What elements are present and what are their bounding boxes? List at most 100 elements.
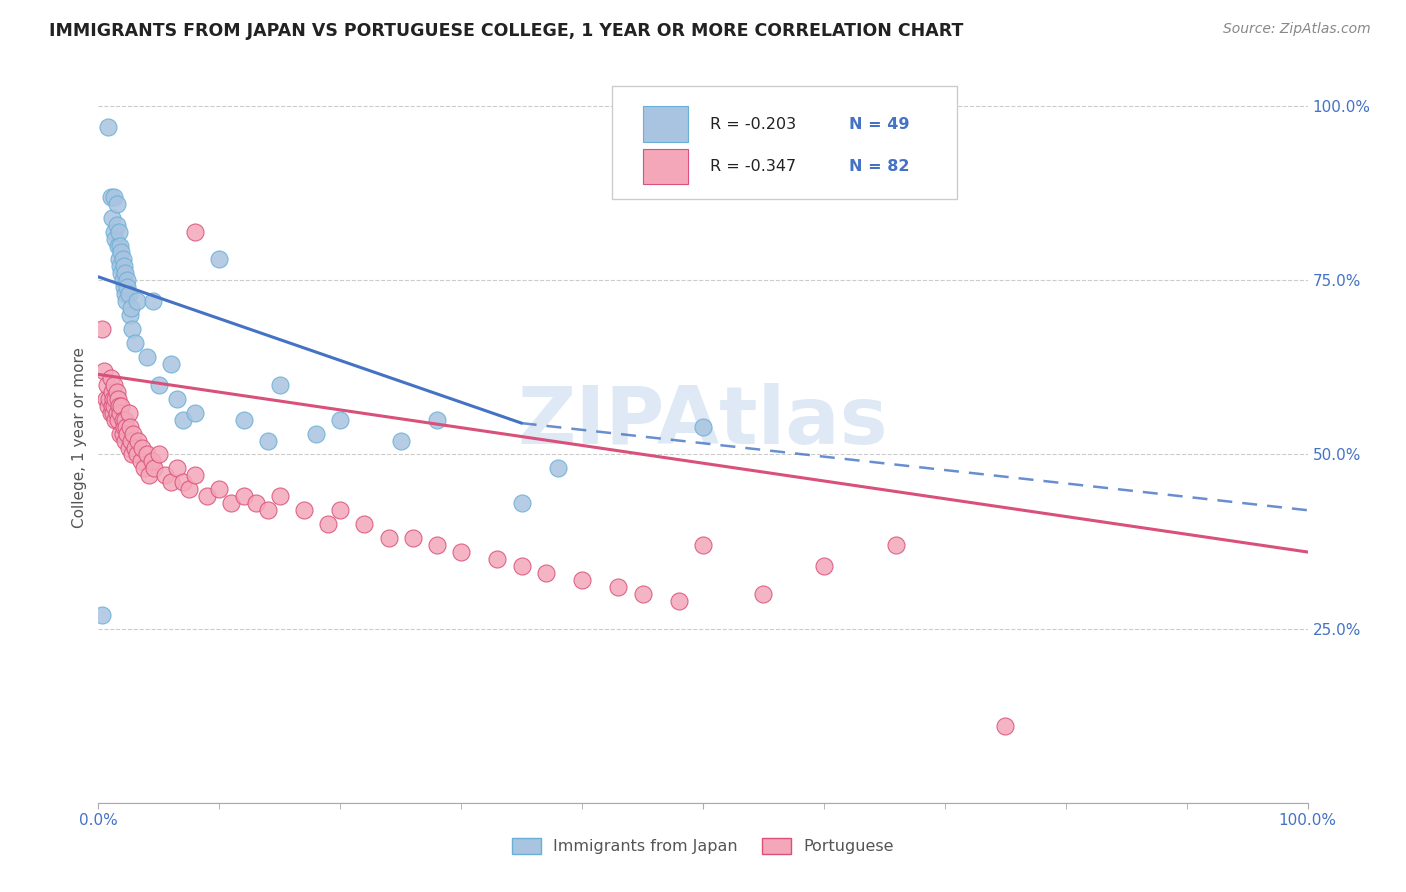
Point [111,412,134,426]
Point [184,468,207,483]
Point [111,252,134,267]
Point [117,273,139,287]
Point [108,426,131,441]
Point [107,238,129,252]
Point [103,225,125,239]
FancyBboxPatch shape [613,86,957,200]
Point [120,434,142,448]
Point [101,406,124,420]
Point [153,468,176,483]
Point [115,294,138,309]
Point [148,377,170,392]
Point [96,377,118,392]
Point [91,322,114,336]
Point [103,377,125,392]
Point [813,558,835,573]
Text: Source: ZipAtlas.com: Source: ZipAtlas.com [1223,22,1371,37]
Point [184,406,207,420]
Point [108,225,131,239]
Point [510,558,533,573]
Point [692,419,714,434]
Point [108,252,131,267]
Point [114,434,136,448]
Point [292,503,315,517]
Point [112,260,135,274]
Point [135,350,157,364]
Text: IMMIGRANTS FROM JAPAN VS PORTUGUESE COLLEGE, 1 YEAR OR MORE CORRELATION CHART: IMMIGRANTS FROM JAPAN VS PORTUGUESE COLL… [49,22,963,40]
Point [426,412,449,426]
Point [668,594,690,608]
Point [120,301,142,316]
Point [426,538,449,552]
Point [124,336,146,351]
Point [100,384,122,399]
Point [108,399,131,413]
Point [111,273,134,287]
Point [329,412,352,426]
Point [127,434,149,448]
Point [118,308,141,322]
Point [108,238,131,252]
Point [134,461,156,475]
Point [148,448,170,462]
Text: R = -0.347: R = -0.347 [710,159,796,174]
Point [110,399,132,413]
Point [305,426,328,441]
Point [402,531,425,545]
Point [105,218,128,232]
FancyBboxPatch shape [643,149,689,184]
Point [118,419,141,434]
Point [100,399,122,413]
Legend: Immigrants from Japan, Portuguese: Immigrants from Japan, Portuguese [506,831,900,861]
Point [329,503,352,517]
Point [245,496,267,510]
Point [111,426,134,441]
Point [353,517,375,532]
Point [94,392,117,406]
Point [141,454,163,468]
Point [108,260,131,274]
FancyBboxPatch shape [643,106,689,142]
Point [118,441,141,455]
Point [221,496,243,510]
Point [110,245,132,260]
Point [389,434,412,448]
Point [166,392,188,406]
Point [121,448,143,462]
Point [114,287,136,301]
Point [112,280,135,294]
Point [752,587,775,601]
Point [256,434,278,448]
Point [127,448,149,462]
Text: R = -0.203: R = -0.203 [710,117,796,131]
Point [486,552,509,566]
Point [607,580,630,594]
Point [692,538,714,552]
Point [129,454,152,468]
Point [631,587,654,601]
Point [98,392,121,406]
Point [124,441,146,455]
Point [105,384,128,399]
Point [195,489,218,503]
Point [256,503,278,517]
Point [103,399,125,413]
Point [994,719,1017,733]
Point [101,392,124,406]
Y-axis label: College, 1 year or more: College, 1 year or more [72,347,87,527]
Point [100,190,122,204]
Point [114,412,136,426]
Point [184,225,207,239]
Point [377,531,399,545]
Point [172,412,194,426]
Point [91,607,114,622]
Point [100,371,122,385]
Point [105,196,128,211]
Point [112,419,135,434]
Point [232,412,254,426]
Point [269,377,291,392]
Point [107,412,129,426]
Point [108,406,131,420]
Point [97,120,120,134]
Point [122,426,145,441]
